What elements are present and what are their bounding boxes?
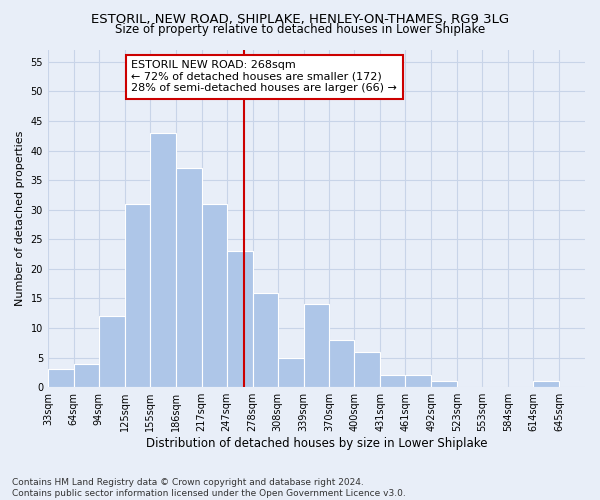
Text: Contains HM Land Registry data © Crown copyright and database right 2024.
Contai: Contains HM Land Registry data © Crown c… — [12, 478, 406, 498]
Bar — [176, 168, 202, 387]
Bar — [304, 304, 329, 387]
Bar — [227, 251, 253, 387]
Bar — [355, 352, 380, 387]
Text: ESTORIL NEW ROAD: 268sqm
← 72% of detached houses are smaller (172)
28% of semi-: ESTORIL NEW ROAD: 268sqm ← 72% of detach… — [131, 60, 397, 94]
Bar — [99, 316, 125, 387]
Bar — [380, 376, 406, 387]
Bar — [202, 204, 227, 387]
Bar — [74, 364, 99, 387]
Y-axis label: Number of detached properties: Number of detached properties — [15, 131, 25, 306]
X-axis label: Distribution of detached houses by size in Lower Shiplake: Distribution of detached houses by size … — [146, 437, 487, 450]
Bar — [125, 204, 150, 387]
Bar — [406, 376, 431, 387]
Bar — [329, 340, 355, 387]
Bar — [278, 358, 304, 387]
Bar — [431, 382, 457, 387]
Bar — [150, 133, 176, 387]
Text: Size of property relative to detached houses in Lower Shiplake: Size of property relative to detached ho… — [115, 22, 485, 36]
Bar — [48, 370, 74, 387]
Bar — [533, 382, 559, 387]
Text: ESTORIL, NEW ROAD, SHIPLAKE, HENLEY-ON-THAMES, RG9 3LG: ESTORIL, NEW ROAD, SHIPLAKE, HENLEY-ON-T… — [91, 12, 509, 26]
Bar — [253, 292, 278, 387]
